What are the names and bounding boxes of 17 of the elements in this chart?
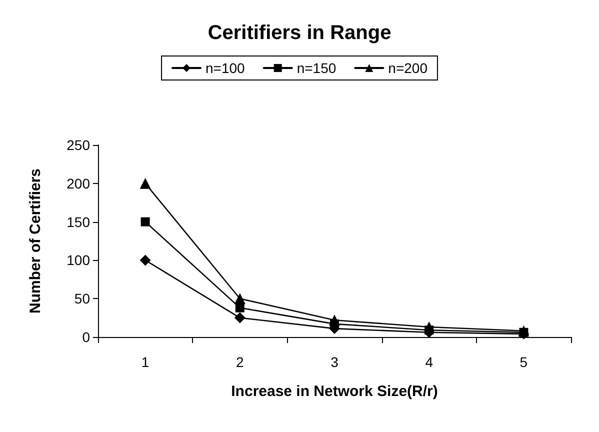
x-tick-label: 4 xyxy=(425,354,434,370)
x-axis-title: Increase in Network Size(R/r) xyxy=(231,383,438,400)
x-tick-label: 3 xyxy=(330,354,339,370)
y-tick-label: 150 xyxy=(66,214,90,230)
y-tick-label: 100 xyxy=(66,252,90,268)
y-tick-label: 0 xyxy=(82,329,90,345)
y-tick-label: 200 xyxy=(66,175,90,192)
legend-label: n=150 xyxy=(296,60,336,76)
y-axis-title: Number of Certifiers xyxy=(27,168,44,314)
legend-label: n=100 xyxy=(206,60,246,76)
legend-label: n=200 xyxy=(388,60,428,76)
chart-title: Ceritifiers in Range xyxy=(208,22,392,44)
y-tick-label: 50 xyxy=(74,290,90,307)
x-tick-label: 5 xyxy=(520,354,528,370)
x-tick-label: 1 xyxy=(141,354,150,370)
x-tick-label: 2 xyxy=(236,354,244,370)
y-tick-label: 250 xyxy=(66,137,90,153)
